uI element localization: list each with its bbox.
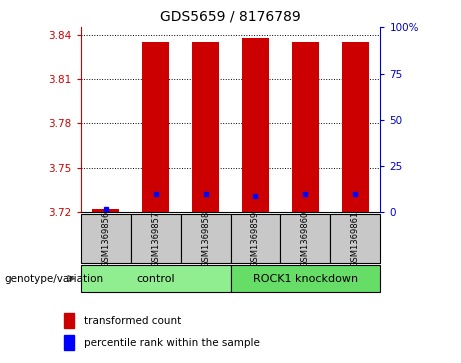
Bar (64, 335, 74, 350)
FancyBboxPatch shape (130, 214, 181, 263)
Bar (92, 209, 119, 212)
FancyBboxPatch shape (81, 265, 230, 292)
FancyBboxPatch shape (230, 265, 380, 292)
Bar (142, 42, 169, 212)
FancyBboxPatch shape (230, 214, 280, 263)
Text: GDS5659 / 8176789: GDS5659 / 8176789 (160, 9, 301, 23)
Text: GSM1369861: GSM1369861 (351, 211, 360, 267)
Text: percentile rank within the sample: percentile rank within the sample (84, 338, 260, 347)
Text: control: control (136, 274, 175, 284)
Bar (242, 38, 269, 212)
FancyBboxPatch shape (181, 214, 230, 263)
Text: genotype/variation: genotype/variation (5, 274, 104, 284)
Bar (342, 42, 369, 212)
Text: GSM1369856: GSM1369856 (101, 211, 110, 267)
Bar (64, 313, 74, 328)
Text: GSM1369860: GSM1369860 (301, 211, 310, 267)
FancyBboxPatch shape (81, 214, 130, 263)
Text: transformed count: transformed count (84, 316, 181, 326)
Text: GSM1369858: GSM1369858 (201, 211, 210, 267)
FancyBboxPatch shape (280, 214, 331, 263)
Text: ROCK1 knockdown: ROCK1 knockdown (253, 274, 358, 284)
Text: GSM1369857: GSM1369857 (151, 211, 160, 267)
FancyBboxPatch shape (331, 214, 380, 263)
Bar (192, 42, 219, 212)
Bar (292, 42, 319, 212)
Text: GSM1369859: GSM1369859 (251, 211, 260, 267)
